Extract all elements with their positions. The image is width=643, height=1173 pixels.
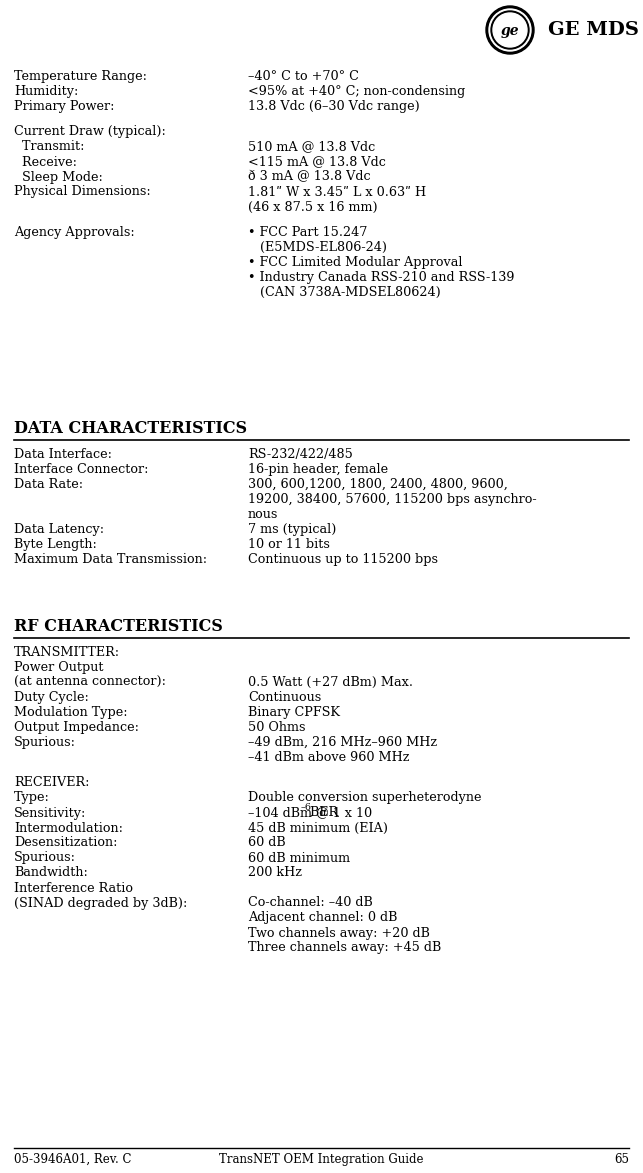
Text: Bandwidth:: Bandwidth: xyxy=(14,867,88,880)
Text: 7 ms (typical): 7 ms (typical) xyxy=(248,523,336,536)
Text: 05-3946A01, Rev. C: 05-3946A01, Rev. C xyxy=(14,1153,132,1166)
Text: RECEIVER:: RECEIVER: xyxy=(14,777,89,789)
Text: Output Impedance:: Output Impedance: xyxy=(14,721,139,734)
Text: Continuous up to 115200 bps: Continuous up to 115200 bps xyxy=(248,552,438,567)
Text: (46 x 87.5 x 16 mm): (46 x 87.5 x 16 mm) xyxy=(248,201,377,213)
Text: (at antenna connector):: (at antenna connector): xyxy=(14,676,166,689)
Text: 1.81ʺ W x 3.45ʺ L x 0.63ʺ H: 1.81ʺ W x 3.45ʺ L x 0.63ʺ H xyxy=(248,185,426,198)
Text: <115 mA @ 13.8 Vdc: <115 mA @ 13.8 Vdc xyxy=(248,156,386,169)
Text: Interface Connector:: Interface Connector: xyxy=(14,463,149,476)
Text: Sensitivity:: Sensitivity: xyxy=(14,807,86,820)
Text: Temperature Range:: Temperature Range: xyxy=(14,70,147,83)
Text: GE MDS: GE MDS xyxy=(548,21,639,39)
Text: Power Output: Power Output xyxy=(14,662,104,674)
Text: 45 dB minimum (EIA): 45 dB minimum (EIA) xyxy=(248,821,388,834)
Text: BER: BER xyxy=(305,807,338,820)
Text: 10 or 11 bits: 10 or 11 bits xyxy=(248,538,330,551)
Text: Adjacent channel: 0 dB: Adjacent channel: 0 dB xyxy=(248,911,397,924)
Text: 60 dB minimum: 60 dB minimum xyxy=(248,852,350,865)
Text: –49 dBm, 216 MHz–960 MHz: –49 dBm, 216 MHz–960 MHz xyxy=(248,735,437,750)
Circle shape xyxy=(489,9,531,50)
Text: Intermodulation:: Intermodulation: xyxy=(14,821,123,834)
Text: Two channels away: +20 dB: Two channels away: +20 dB xyxy=(248,927,430,940)
Text: Double conversion superheterodyne: Double conversion superheterodyne xyxy=(248,792,482,805)
Text: 60 dB: 60 dB xyxy=(248,836,285,849)
Text: Type:: Type: xyxy=(14,792,50,805)
Text: Three channels away: +45 dB: Three channels away: +45 dB xyxy=(248,942,441,955)
Text: Continuous: Continuous xyxy=(248,691,322,704)
Text: TRANSMITTER:: TRANSMITTER: xyxy=(14,646,120,659)
Circle shape xyxy=(486,6,534,54)
Text: 50 Ohms: 50 Ohms xyxy=(248,721,305,734)
Text: Agency Approvals:: Agency Approvals: xyxy=(14,226,135,239)
Text: –41 dBm above 960 MHz: –41 dBm above 960 MHz xyxy=(248,751,410,764)
Text: Data Rate:: Data Rate: xyxy=(14,479,83,491)
Text: • Industry Canada RSS-210 and RSS-139: • Industry Canada RSS-210 and RSS-139 xyxy=(248,271,514,284)
Text: Transmit:: Transmit: xyxy=(14,141,84,154)
Text: Maximum Data Transmission:: Maximum Data Transmission: xyxy=(14,552,207,567)
Text: TransNET OEM Integration Guide: TransNET OEM Integration Guide xyxy=(219,1153,424,1166)
Text: (E5MDS-EL806-24): (E5MDS-EL806-24) xyxy=(248,240,387,255)
Text: Modulation Type:: Modulation Type: xyxy=(14,706,127,719)
Text: <95% at +40° C; non-condensing: <95% at +40° C; non-condensing xyxy=(248,84,466,99)
Text: Spurious:: Spurious: xyxy=(14,852,76,865)
Text: Binary CPFSK: Binary CPFSK xyxy=(248,706,340,719)
Text: Desensitization:: Desensitization: xyxy=(14,836,118,849)
Text: • FCC Limited Modular Approval: • FCC Limited Modular Approval xyxy=(248,256,462,269)
Text: (CAN 3738A-MDSEL80624): (CAN 3738A-MDSEL80624) xyxy=(248,286,440,299)
Circle shape xyxy=(493,13,527,47)
Text: Data Interface:: Data Interface: xyxy=(14,448,112,461)
Circle shape xyxy=(491,11,529,49)
Text: • FCC Part 15.247: • FCC Part 15.247 xyxy=(248,226,367,239)
Text: 0.5 Watt (+27 dBm) Max.: 0.5 Watt (+27 dBm) Max. xyxy=(248,676,413,689)
Text: –104 dBm @ 1 x 10: –104 dBm @ 1 x 10 xyxy=(248,807,372,820)
Text: 19200, 38400, 57600, 115200 bps asynchro-: 19200, 38400, 57600, 115200 bps asynchro… xyxy=(248,493,537,506)
Text: (SINAD degraded by 3dB):: (SINAD degraded by 3dB): xyxy=(14,896,187,909)
Text: nous: nous xyxy=(248,508,278,521)
Text: Physical Dimensions:: Physical Dimensions: xyxy=(14,185,150,198)
Text: Sleep Mode:: Sleep Mode: xyxy=(14,170,103,183)
Text: DATA CHARACTERISTICS: DATA CHARACTERISTICS xyxy=(14,420,247,438)
Text: Current Draw (typical):: Current Draw (typical): xyxy=(14,126,166,138)
Text: ge: ge xyxy=(501,23,520,38)
Text: ð 3 mA @ 13.8 Vdc: ð 3 mA @ 13.8 Vdc xyxy=(248,170,370,183)
Text: 16-pin header, female: 16-pin header, female xyxy=(248,463,388,476)
Text: Receive:: Receive: xyxy=(14,156,77,169)
Text: 65: 65 xyxy=(614,1153,629,1166)
Text: Humidity:: Humidity: xyxy=(14,84,78,99)
Text: RS-232/422/485: RS-232/422/485 xyxy=(248,448,353,461)
Text: Interference Ratio: Interference Ratio xyxy=(14,881,133,895)
Text: Byte Length:: Byte Length: xyxy=(14,538,97,551)
Text: –6: –6 xyxy=(300,804,312,813)
Text: Spurious:: Spurious: xyxy=(14,735,76,750)
Text: –40° C to +70° C: –40° C to +70° C xyxy=(248,70,359,83)
Text: 300, 600,1200, 1800, 2400, 4800, 9600,: 300, 600,1200, 1800, 2400, 4800, 9600, xyxy=(248,479,508,491)
Text: Co-channel: –40 dB: Co-channel: –40 dB xyxy=(248,896,373,909)
Text: 200 kHz: 200 kHz xyxy=(248,867,302,880)
Text: Primary Power:: Primary Power: xyxy=(14,100,114,113)
Text: Duty Cycle:: Duty Cycle: xyxy=(14,691,89,704)
Text: Data Latency:: Data Latency: xyxy=(14,523,104,536)
Text: 13.8 Vdc (6–30 Vdc range): 13.8 Vdc (6–30 Vdc range) xyxy=(248,100,420,113)
Text: RF CHARACTERISTICS: RF CHARACTERISTICS xyxy=(14,618,223,635)
Text: 510 mA @ 13.8 Vdc: 510 mA @ 13.8 Vdc xyxy=(248,141,376,154)
